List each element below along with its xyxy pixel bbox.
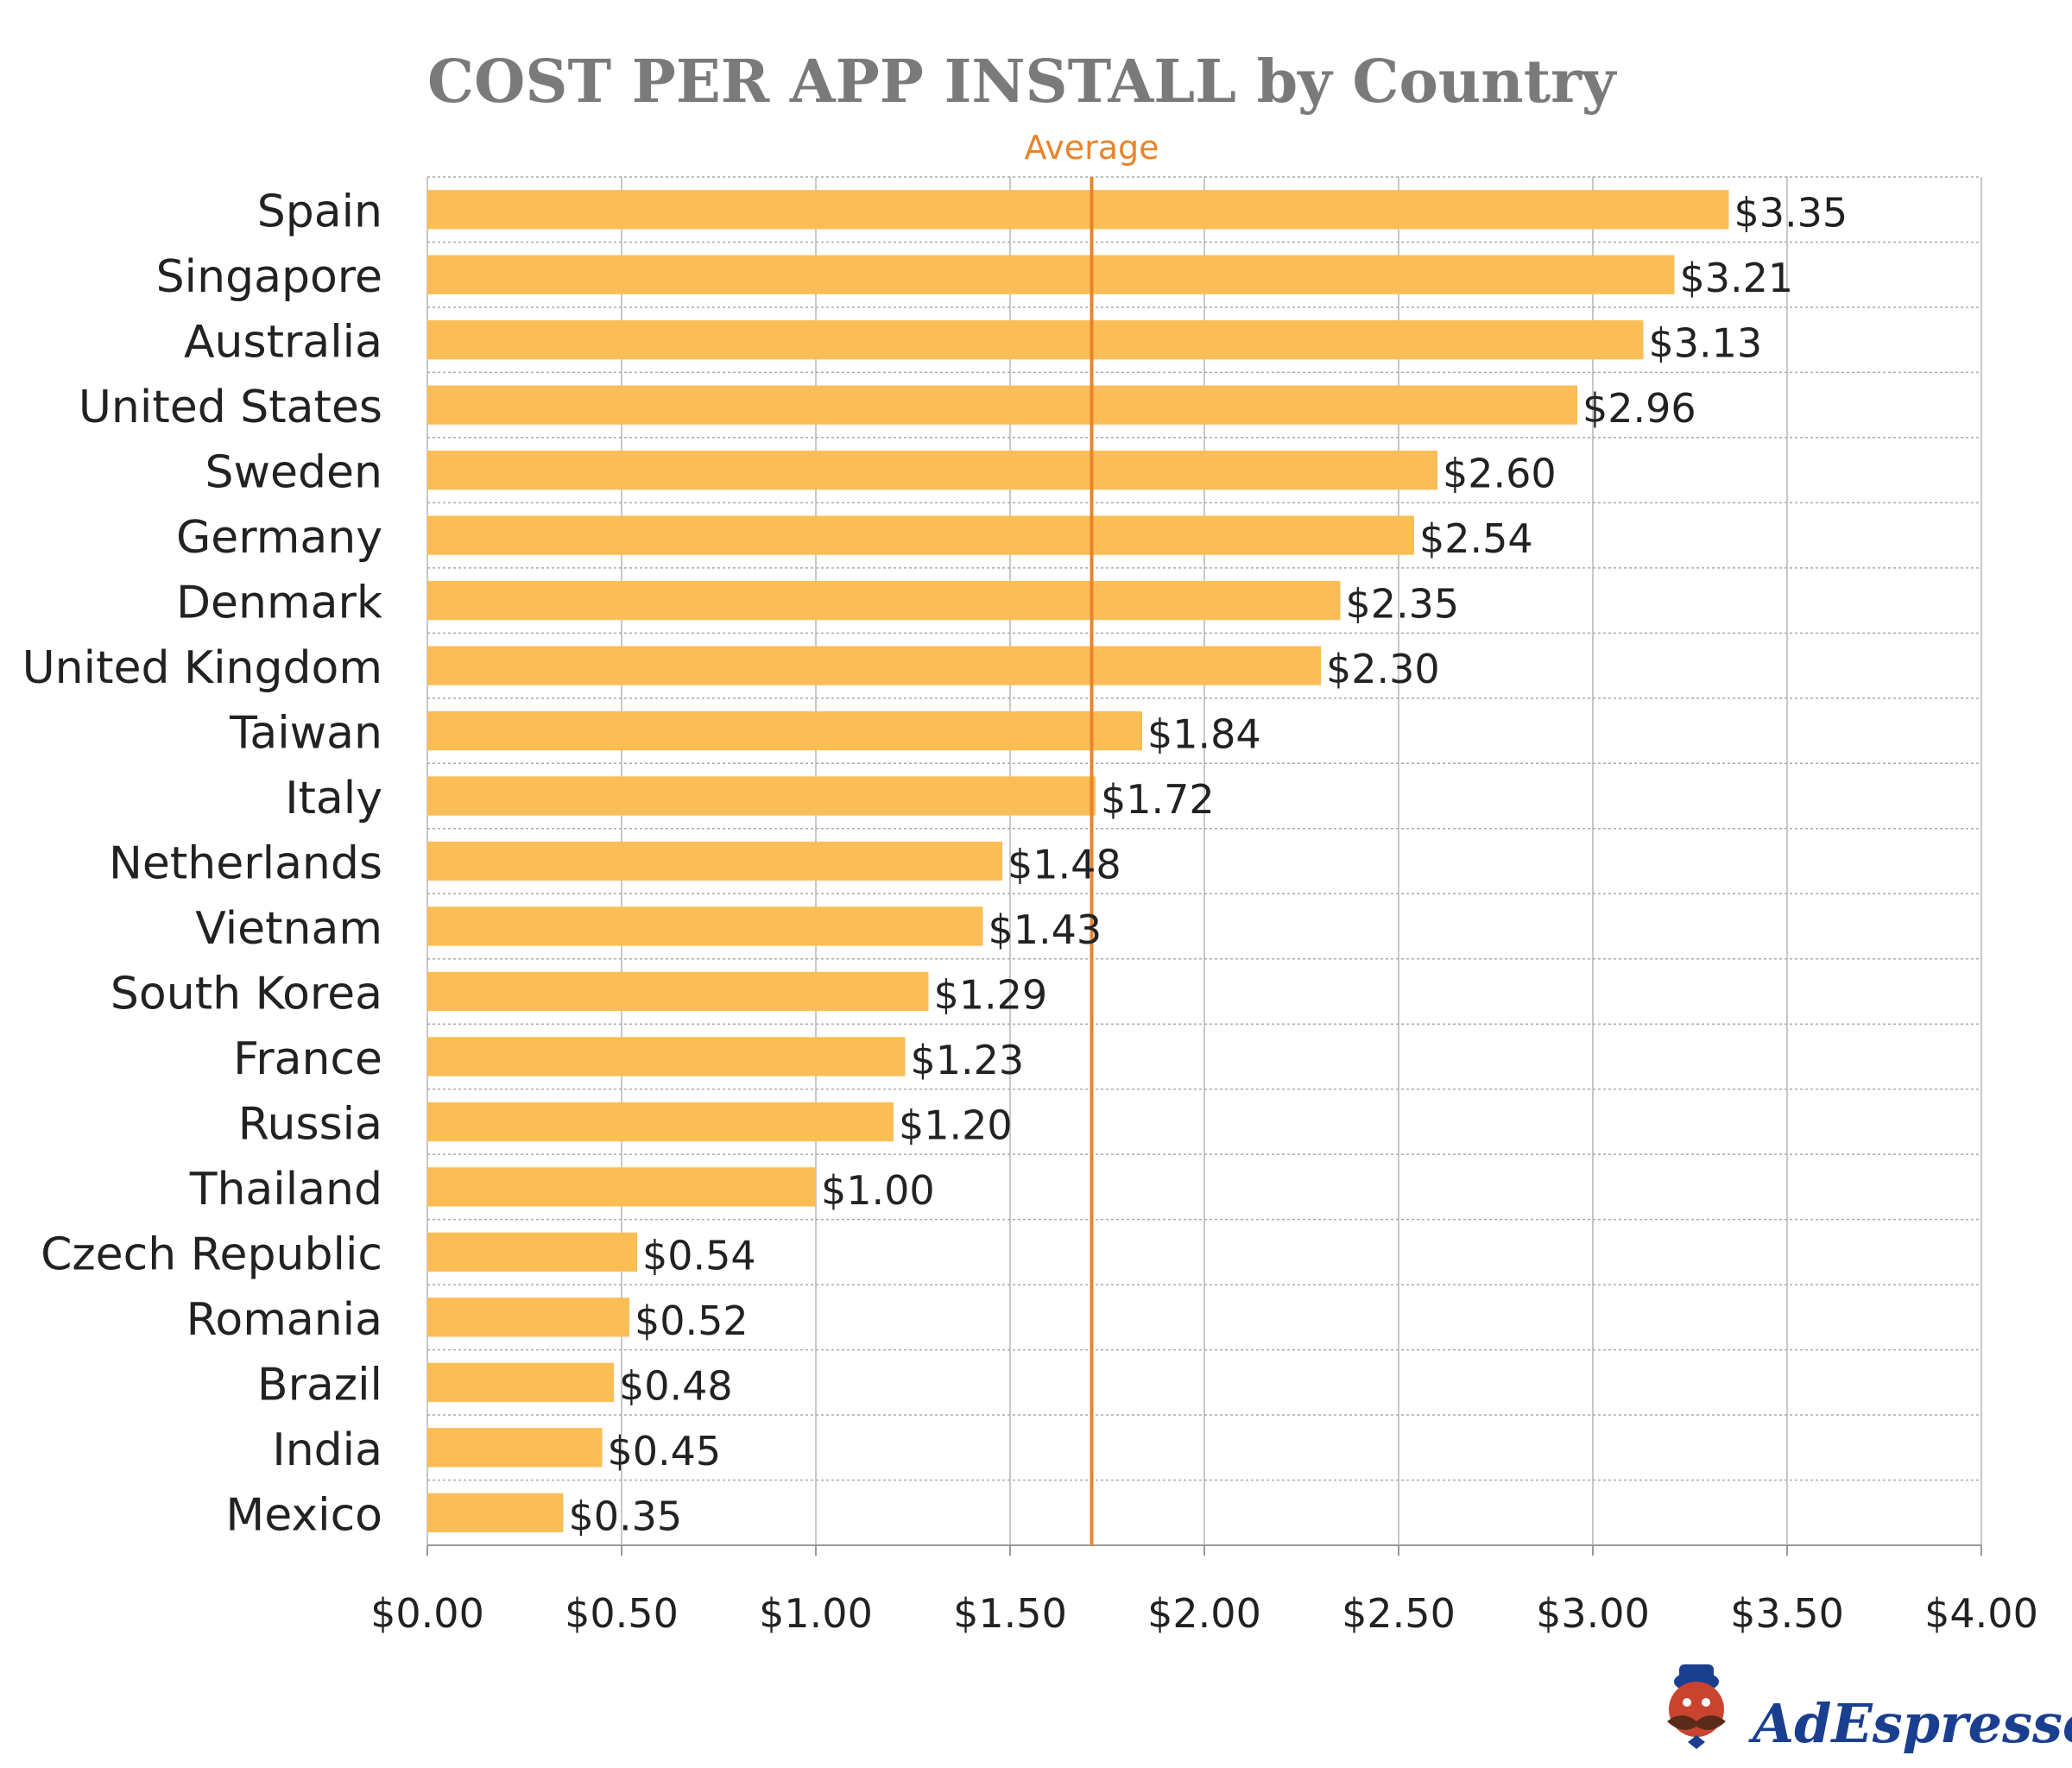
data-label: $1.72 — [1101, 776, 1215, 823]
bar — [427, 1493, 564, 1532]
data-label: $1.48 — [1008, 842, 1121, 888]
category-label: Romania — [186, 1294, 382, 1346]
data-label: $2.60 — [1443, 451, 1557, 497]
bar — [427, 710, 1142, 751]
labels-layer: Spain $3.35 Singapore $3.21 Australia $3.13 Un… — [22, 186, 1848, 1542]
bar — [427, 1102, 894, 1142]
bar — [427, 1037, 906, 1077]
category-label: India — [272, 1424, 382, 1476]
data-label: $0.54 — [642, 1232, 756, 1279]
bar — [427, 190, 1729, 230]
category-label: Germany — [176, 512, 382, 564]
data-label: $1.00 — [821, 1167, 935, 1214]
bar — [427, 1362, 614, 1402]
bar — [427, 1167, 816, 1207]
bar — [427, 776, 1096, 816]
category-label: Sweden — [205, 447, 383, 499]
category-label: Spain — [257, 186, 382, 238]
category-label: France — [233, 1033, 382, 1085]
x-tick-label: $0.00 — [370, 1590, 484, 1637]
average-layer: Average — [1024, 129, 1159, 1545]
bar — [427, 580, 1341, 621]
x-tick-label: $4.00 — [1924, 1590, 2038, 1637]
category-label: Denmark — [176, 578, 382, 629]
data-label: $0.48 — [619, 1362, 733, 1409]
data-label: $0.45 — [608, 1428, 722, 1474]
category-label: United Kingdom — [22, 642, 382, 694]
bar — [427, 320, 1644, 360]
bar — [427, 971, 929, 1012]
data-label: $2.54 — [1419, 515, 1533, 562]
data-label: $3.21 — [1680, 255, 1794, 301]
average-label: Average — [1024, 129, 1159, 167]
brand-logo: AdEspresso — [1667, 1664, 2072, 1755]
category-label: Australia — [184, 317, 382, 369]
x-tick-label: $0.50 — [565, 1590, 679, 1637]
category-label: Taiwan — [229, 708, 382, 760]
bar — [427, 906, 983, 946]
bar — [427, 451, 1437, 490]
data-label: $0.52 — [635, 1298, 749, 1344]
data-label: $1.84 — [1147, 711, 1261, 758]
bars-layer — [427, 190, 1729, 1532]
bar — [427, 646, 1321, 685]
category-label: United States — [79, 382, 382, 433]
category-label: Czech Republic — [41, 1228, 382, 1280]
data-label: $0.35 — [569, 1493, 683, 1539]
category-label: Brazil — [257, 1359, 382, 1411]
data-label: $1.20 — [899, 1102, 1013, 1148]
x-tick-label: $3.50 — [1730, 1590, 1844, 1637]
data-label: $2.35 — [1346, 581, 1460, 628]
brand-name: AdEspresso — [1748, 1692, 2072, 1755]
bar — [427, 385, 1577, 425]
data-label: $3.13 — [1649, 320, 1763, 367]
category-label: South Korea — [111, 968, 382, 1020]
x-tick-label: $1.50 — [953, 1590, 1067, 1637]
x-tick-label: $2.00 — [1147, 1590, 1261, 1637]
category-label: Italy — [285, 773, 382, 824]
category-label: Mexico — [225, 1489, 382, 1541]
data-label: $1.23 — [911, 1037, 1025, 1083]
data-label: $2.96 — [1582, 385, 1696, 432]
category-label: Vietnam — [195, 903, 382, 955]
x-axis-ticks: $0.00 $0.50 $1.00 $1.50 $2.00 $2.50 $3.00 $3.50… — [370, 1545, 2038, 1637]
bar — [427, 841, 1002, 881]
bar — [427, 515, 1414, 555]
data-label: $3.35 — [1734, 190, 1848, 237]
x-tick-label: $2.50 — [1342, 1590, 1456, 1637]
category-label: Russia — [238, 1098, 382, 1150]
data-label: $1.43 — [989, 906, 1102, 953]
bar — [427, 255, 1675, 294]
data-label: $1.29 — [934, 971, 1048, 1018]
x-tick-label: $3.00 — [1536, 1590, 1650, 1637]
mustache-mascot-icon — [1667, 1664, 1726, 1749]
data-label: $2.30 — [1326, 646, 1440, 692]
category-label: Singapore — [156, 251, 382, 303]
bar — [427, 1298, 629, 1337]
bar — [427, 1428, 603, 1468]
category-label: Netherlands — [109, 838, 382, 890]
bar — [427, 1232, 637, 1272]
x-tick-label: $1.00 — [759, 1590, 873, 1637]
category-label: Thailand — [189, 1164, 382, 1216]
chart-title: COST PER APP INSTALL by Country — [427, 47, 1618, 117]
